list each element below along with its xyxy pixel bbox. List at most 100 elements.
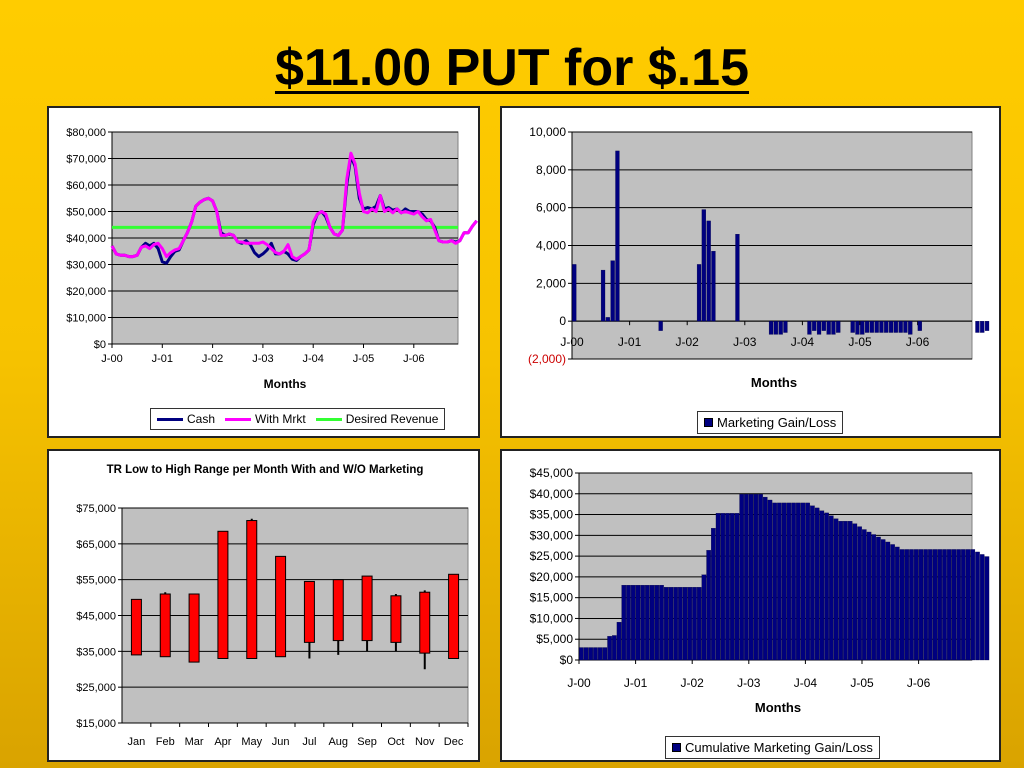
range-bar (275, 555, 287, 658)
bar (884, 321, 889, 333)
x-tick-label: J-00 (101, 353, 122, 365)
x-tick-label: Aug (328, 736, 348, 748)
y-tick-label: 2,000 (536, 276, 566, 290)
bar (706, 550, 711, 661)
panel-marketing-gain-loss: (2,000) 0 2,000 4,000 6,000 8,000 10,000 J-00 J-… (500, 106, 1001, 438)
bar (777, 502, 782, 661)
range-bar (303, 580, 315, 643)
x-tick-label: J-01 (152, 353, 173, 365)
bar (768, 321, 774, 335)
bar (937, 549, 943, 661)
bar (819, 510, 825, 661)
legend-item-marketing-gain-loss: Marketing Gain/Loss (704, 415, 836, 430)
bar (829, 515, 834, 661)
legend-item-with-mrkt: With Mrkt (225, 412, 306, 426)
bar (821, 321, 826, 331)
bar (762, 496, 768, 661)
bar (843, 521, 848, 661)
panel-tr-range: TR Low to High Range per Month With and … (47, 449, 480, 762)
bar (663, 587, 669, 661)
bar (824, 512, 829, 661)
y-tick-label: $70,000 (66, 154, 106, 166)
bar (645, 585, 650, 661)
bar (874, 321, 879, 333)
y-tick-label: $35,000 (76, 646, 116, 658)
x-tick-label: J-00 (560, 335, 584, 349)
bar (621, 585, 627, 661)
bar (807, 321, 812, 335)
bar (659, 585, 664, 661)
x-tick-label: J-06 (403, 353, 424, 365)
bar (810, 505, 815, 661)
bar (773, 321, 778, 335)
bar (715, 513, 721, 661)
x-tick-label: Sep (357, 736, 377, 748)
bar (946, 549, 952, 661)
bar (783, 321, 788, 333)
bar (635, 585, 641, 661)
y-tick-label: $30,000 (530, 528, 574, 542)
bar (965, 549, 971, 661)
bar (615, 150, 620, 322)
legend-item-cumulative: Cumulative Marketing Gain/Loss (672, 740, 873, 755)
x-axis-title: Months (751, 375, 797, 390)
bar (918, 549, 924, 661)
bar (975, 551, 980, 661)
bar (847, 521, 853, 661)
x-tick-label: J-03 (737, 676, 761, 690)
bar (711, 528, 716, 661)
range-bar (246, 520, 258, 659)
bar (600, 269, 606, 322)
x-tick-label: Nov (415, 736, 435, 748)
cash-line-chart: $0 $10,000 $20,000 $30,000 $40,000 $50,000 $60… (66, 127, 478, 391)
y-tick-label: $10,000 (530, 611, 574, 625)
legend-cumulative: Cumulative Marketing Gain/Loss (665, 736, 880, 759)
bar (951, 549, 957, 661)
x-tick-label: J-06 (906, 335, 930, 349)
bar (696, 587, 702, 661)
y-tick-label: $75,000 (76, 503, 116, 515)
x-axis-title: Months (755, 700, 801, 715)
range-bar (332, 579, 344, 642)
x-tick-label: J-05 (848, 335, 872, 349)
range-bar (217, 530, 229, 659)
bar (814, 507, 820, 661)
bar (890, 544, 895, 661)
bar (630, 585, 636, 661)
y-tick-label: $15,000 (76, 718, 116, 730)
bar (687, 587, 693, 661)
bar (836, 321, 841, 333)
y-tick-label: $0 (560, 653, 574, 667)
bar (862, 529, 867, 661)
y-tick-label: 6,000 (536, 201, 566, 215)
bar (711, 251, 716, 322)
y-tick-label: $15,000 (530, 591, 574, 605)
bar (739, 494, 744, 661)
bar (781, 502, 787, 661)
bar (640, 585, 645, 661)
x-tick-label: J-00 (567, 676, 591, 690)
marketing-gain-loss-chart: (2,000) 0 2,000 4,000 6,000 8,000 10,000 J-00 J-… (528, 125, 990, 390)
x-tick-label: J-02 (681, 676, 705, 690)
y-tick-label: 0 (559, 314, 566, 328)
bar (805, 502, 810, 661)
legend-label-desired-revenue: Desired Revenue (345, 412, 439, 426)
y-tick-label: $30,000 (66, 260, 106, 272)
x-tick-label: Dec (444, 736, 464, 748)
y-tick-label: (2,000) (528, 352, 566, 366)
bar (961, 549, 966, 661)
bar (658, 321, 663, 331)
y-tick-label: $40,000 (530, 487, 574, 501)
bar (888, 321, 894, 333)
y-tick-label: 8,000 (536, 163, 566, 177)
bar (692, 587, 697, 661)
range-bar (159, 593, 171, 658)
bar (909, 549, 914, 661)
legend-label-cash: Cash (187, 412, 216, 426)
x-tick-label: May (241, 736, 262, 748)
bar (893, 321, 898, 333)
tr-range-chart: TR Low to High Range per Month With and … (76, 464, 469, 748)
x-tick-label: J-05 (353, 353, 374, 365)
range-bar (361, 575, 373, 642)
bar (831, 321, 836, 335)
